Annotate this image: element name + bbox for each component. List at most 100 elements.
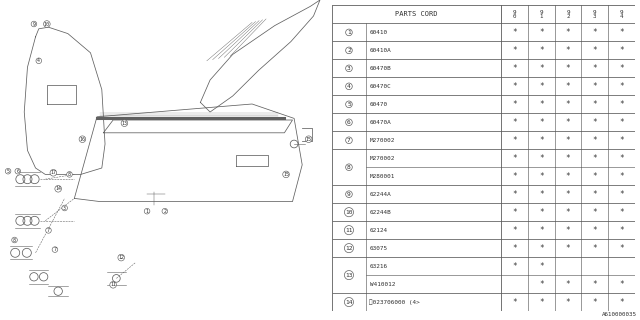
Text: *: * [513,208,517,217]
Text: *: * [539,190,544,199]
Text: *: * [593,208,597,217]
Text: *: * [593,154,597,163]
Text: M270002: M270002 [370,156,396,161]
Text: 60410A: 60410A [370,48,392,53]
Text: PARTS CORD: PARTS CORD [396,12,438,17]
Text: *: * [593,64,597,73]
Text: *: * [513,28,517,37]
Bar [332,185,635,203]
Text: *: * [566,154,570,163]
Text: 8: 8 [13,237,16,243]
Text: *: * [593,118,597,127]
Bar [332,239,635,257]
Text: 7: 7 [54,247,56,252]
Text: 62244B: 62244B [370,210,392,215]
Text: *: * [539,100,544,109]
Text: *: * [566,118,570,127]
Bar [332,5,635,23]
Text: *: * [513,298,517,307]
Text: *: * [593,280,597,289]
Text: 15: 15 [283,172,289,177]
Text: *: * [566,172,570,181]
Text: 60470C: 60470C [370,84,392,89]
Bar [332,293,635,311]
Text: 2: 2 [347,48,351,53]
Text: 7: 7 [347,138,351,143]
Text: 9
0: 9 0 [513,10,516,19]
Text: *: * [539,82,544,91]
Text: 5: 5 [6,169,10,174]
Text: 12: 12 [345,246,353,251]
Text: 10: 10 [345,210,353,215]
Text: 9
4: 9 4 [620,10,623,19]
Text: *: * [513,118,517,127]
Text: *: * [566,208,570,217]
Text: *: * [539,136,544,145]
Text: 11: 11 [345,228,353,233]
Bar [332,60,635,77]
Text: 63216: 63216 [370,264,388,268]
Text: *: * [513,64,517,73]
Text: M270002: M270002 [370,138,396,143]
Text: *: * [620,46,624,55]
Text: *: * [539,244,544,252]
Bar [332,77,635,95]
Text: 10: 10 [44,21,50,27]
Text: 13: 13 [345,273,353,277]
Text: 16: 16 [79,137,85,142]
Text: *: * [593,46,597,55]
Text: 17: 17 [51,170,56,175]
Text: 3: 3 [347,66,351,71]
Text: *: * [566,280,570,289]
Bar [332,113,635,131]
Text: 8: 8 [68,172,71,177]
Text: *: * [539,46,544,55]
Text: *: * [566,190,570,199]
Text: 5: 5 [347,102,351,107]
Text: 9
1: 9 1 [540,10,543,19]
Bar [332,41,635,60]
Text: 12: 12 [118,255,124,260]
Text: 15: 15 [306,137,312,142]
Text: 9: 9 [33,21,35,27]
Text: *: * [539,280,544,289]
Text: 6: 6 [16,169,19,174]
Bar [332,95,635,113]
Text: Ⓝ023706000 (4>: Ⓝ023706000 (4> [369,299,420,305]
Text: *: * [539,298,544,307]
Text: W410012: W410012 [370,282,396,287]
Text: *: * [593,172,597,181]
Text: 13: 13 [122,121,127,126]
Text: *: * [566,28,570,37]
Text: *: * [620,154,624,163]
Bar [332,257,635,293]
Text: 1: 1 [145,209,148,214]
Text: *: * [620,82,624,91]
Text: *: * [539,208,544,217]
Text: 62244A: 62244A [370,192,392,197]
Text: *: * [566,46,570,55]
Text: *: * [539,172,544,181]
Bar [332,131,635,149]
Text: *: * [513,226,517,235]
Text: A610000035: A610000035 [602,312,637,317]
Text: 63075: 63075 [370,246,388,251]
Text: *: * [620,136,624,145]
Text: *: * [513,190,517,199]
Text: 3: 3 [63,205,66,211]
Text: 60470A: 60470A [370,120,392,125]
Text: *: * [513,82,517,91]
Text: *: * [539,28,544,37]
Text: *: * [593,100,597,109]
Bar [332,203,635,221]
Text: *: * [539,226,544,235]
Text: *: * [593,226,597,235]
Text: *: * [620,118,624,127]
Text: 2: 2 [163,209,166,214]
Text: 60410: 60410 [370,30,388,35]
Text: *: * [566,244,570,252]
Text: 14: 14 [345,300,353,305]
Text: *: * [620,244,624,252]
Bar [332,149,635,185]
Text: *: * [620,172,624,181]
